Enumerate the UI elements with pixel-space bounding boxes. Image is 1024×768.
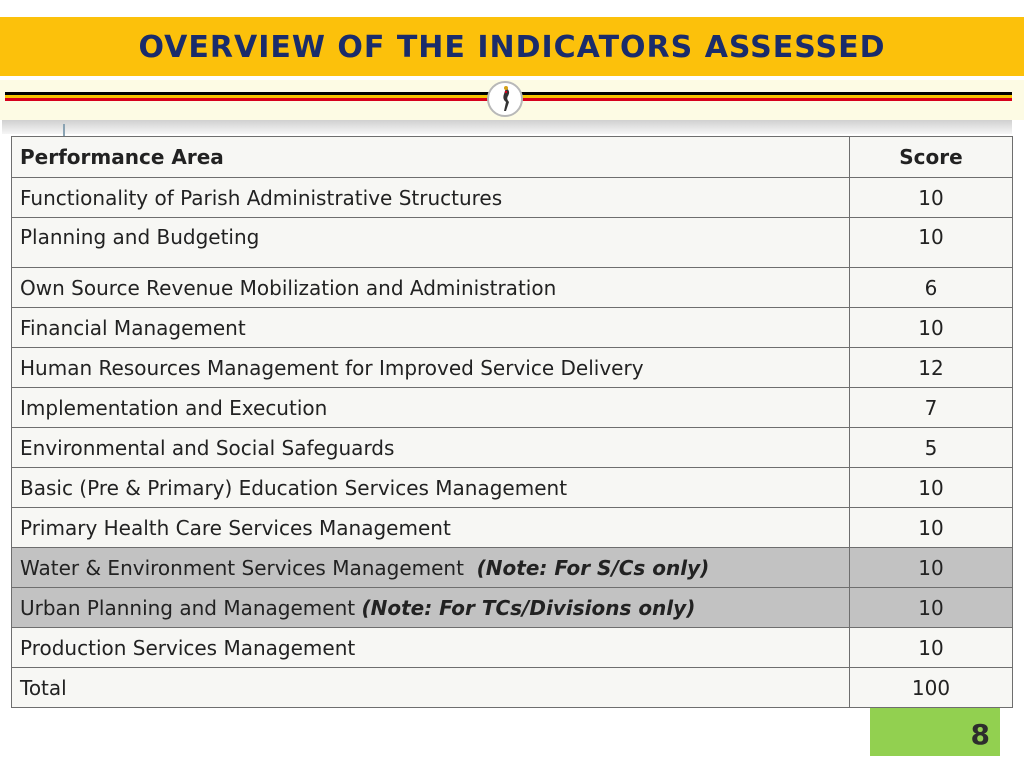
column-header-performance-area: Performance Area [11,136,850,178]
table-header-row: Performance Area Score [11,136,1013,178]
score-cell: 10 [849,507,1013,548]
score-cell: 10 [849,467,1013,508]
performance-area-cell: Implementation and Execution [11,387,850,428]
score-cell: 10 [849,587,1013,628]
performance-area-cell: Human Resources Management for Improved … [11,347,850,388]
table-row: Water & Environment Services Management … [11,547,1013,588]
table-row: Urban Planning and Management (Note: For… [11,587,1013,628]
score-cell: 12 [849,347,1013,388]
table-row: Production Services Management 10 [11,627,1013,668]
page-number-box: 8 [870,708,1000,756]
title-bar: OVERVIEW OF THE INDICATORS ASSESSED [0,17,1024,76]
area-label: Water & Environment Services Management [20,555,464,580]
area-label: Production Services Management [20,635,356,660]
page-title: OVERVIEW OF THE INDICATORS ASSESSED [138,30,886,65]
score-cell: 10 [849,217,1013,268]
performance-area-cell: Own Source Revenue Mobilization and Admi… [11,267,850,308]
table-row: Financial Management 10 [11,307,1013,348]
score-cell: 5 [849,427,1013,468]
table-row-total: Total 100 [11,667,1013,708]
table-row: Implementation and Execution 7 [11,387,1013,428]
flag-stripes [0,80,1024,120]
score-cell: 10 [849,177,1013,218]
performance-area-cell: Basic (Pre & Primary) Education Services… [11,467,850,508]
decor-tick [63,124,65,136]
area-label: Basic (Pre & Primary) Education Services… [20,475,568,500]
score-cell: 100 [849,667,1013,708]
area-label: Implementation and Execution [20,395,328,420]
row-note: (Note: For TCs/Divisions only) [361,595,696,620]
performance-area-cell: Planning and Budgeting [11,217,850,268]
area-label: Primary Health Care Services Management [20,515,451,540]
area-label: Environmental and Social Safeguards [20,435,395,460]
performance-area-cell: Environmental and Social Safeguards [11,427,850,468]
indicators-table: Performance Area Score Functionality of … [11,136,1013,708]
performance-area-cell: Water & Environment Services Management … [11,547,850,588]
area-label: Planning and Budgeting [20,225,260,249]
row-note: (Note: For S/Cs only) [476,555,710,580]
column-header-score: Score [849,136,1013,178]
score-cell: 6 [849,267,1013,308]
table-row: Basic (Pre & Primary) Education Services… [11,467,1013,508]
crested-crane-emblem-icon [487,81,523,117]
table-row: Primary Health Care Services Management … [11,507,1013,548]
table-row: Planning and Budgeting 10 [11,217,1013,268]
header-shadow [2,120,1012,134]
performance-area-cell: Total [11,667,850,708]
table-row: Human Resources Management for Improved … [11,347,1013,388]
page-number: 8 [970,718,990,751]
score-cell: 10 [849,627,1013,668]
table-row: Environmental and Social Safeguards 5 [11,427,1013,468]
performance-area-cell: Production Services Management [11,627,850,668]
area-label: Financial Management [20,315,246,340]
performance-area-cell: Functionality of Parish Administrative S… [11,177,850,218]
score-cell: 10 [849,547,1013,588]
performance-area-cell: Financial Management [11,307,850,348]
area-label: Urban Planning and Management [20,595,356,620]
area-label: Human Resources Management for Improved … [20,355,644,380]
table-row: Own Source Revenue Mobilization and Admi… [11,267,1013,308]
score-cell: 10 [849,307,1013,348]
area-label: Total [20,675,67,700]
area-label: Functionality of Parish Administrative S… [20,185,503,210]
performance-area-cell: Primary Health Care Services Management [11,507,850,548]
performance-area-cell: Urban Planning and Management (Note: For… [11,587,850,628]
table-row: Functionality of Parish Administrative S… [11,177,1013,218]
area-label: Own Source Revenue Mobilization and Admi… [20,275,557,300]
score-cell: 7 [849,387,1013,428]
